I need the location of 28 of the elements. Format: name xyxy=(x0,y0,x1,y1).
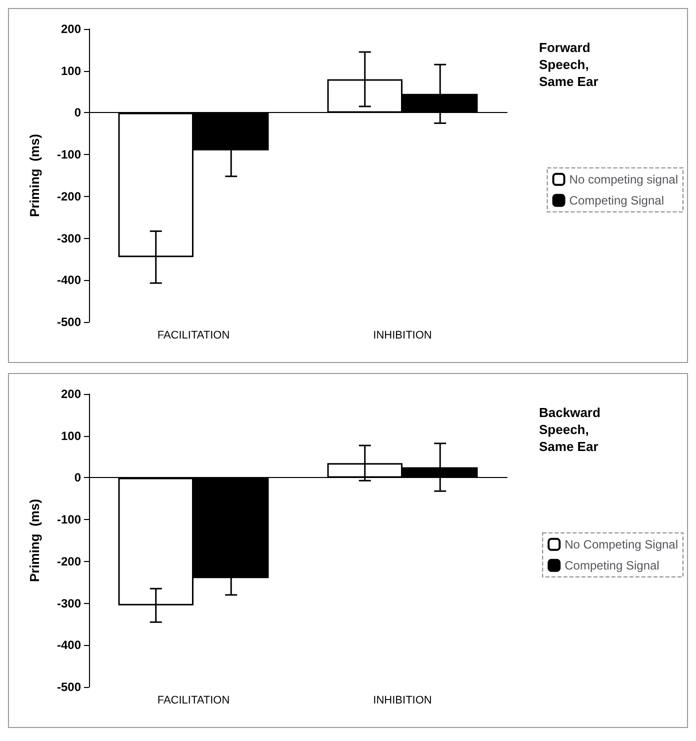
legend-label: No Competing Signal xyxy=(564,537,678,552)
y-tick-label: 0 xyxy=(74,106,82,120)
y-tick-label: -200 xyxy=(56,189,82,204)
y-tick-label: -500 xyxy=(56,680,82,694)
y-tick-label: -200 xyxy=(56,554,82,568)
legend-label: No competing signal xyxy=(569,172,678,186)
y-tick-label: -100 xyxy=(56,148,82,162)
y-tick-label: 200 xyxy=(60,22,82,36)
y-tick-label: 100 xyxy=(60,428,82,443)
y-tick-label: 0 xyxy=(74,470,82,485)
legend-label: Competing Signal xyxy=(564,558,660,572)
y-axis-title: Priming (ms) xyxy=(27,134,42,218)
y-tick-label: -100 xyxy=(56,512,82,527)
x-tick-label: FACILITATION xyxy=(157,330,230,342)
x-tick-label: FACILITATION xyxy=(157,694,230,706)
x-tick-label: INHIBITION xyxy=(373,694,432,706)
y-tick-label: -500 xyxy=(56,315,82,329)
y-tick-label: 100 xyxy=(60,64,82,78)
text: Forward Speech, Same Ear xyxy=(539,40,598,89)
y-tick-label: -300 xyxy=(56,231,82,246)
y-tick-label: -400 xyxy=(56,273,82,288)
y-tick-label: -300 xyxy=(56,596,82,610)
y-tick-label: -400 xyxy=(56,638,82,652)
y-tick-label: 200 xyxy=(60,387,82,401)
y-axis-title: Priming (ms) xyxy=(27,498,42,582)
text: Backward Speech, Same Ear xyxy=(539,405,604,454)
x-tick-label: INHIBITION xyxy=(373,330,432,342)
legend-label: Competing Signal xyxy=(569,193,664,208)
